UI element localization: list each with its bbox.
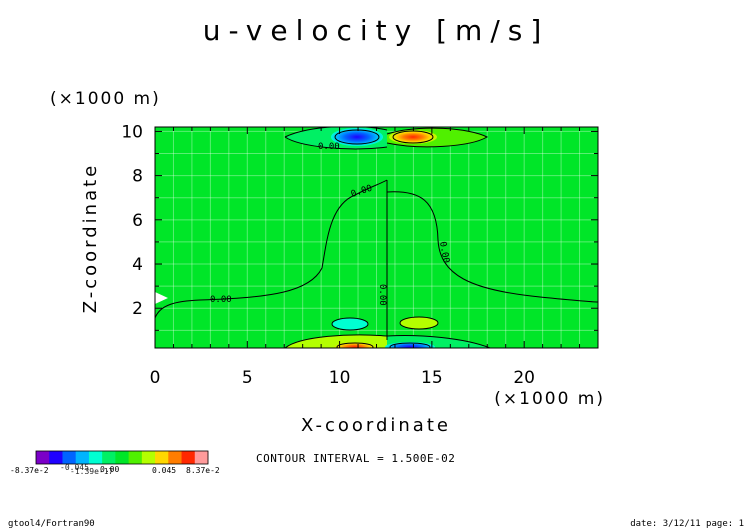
y-tick-label: 4 — [132, 255, 143, 275]
y-unit-label: (×1000 m) — [50, 89, 161, 109]
colorbar-labels: -8.37e-2 -0.045 -1.39e-17 0.00 0.045 8.3… — [10, 463, 220, 476]
colorbar-swatch — [62, 451, 77, 464]
colorbar-swatch — [128, 451, 143, 464]
footer-right: date: 3/12/11 page: 1 — [630, 519, 744, 529]
feature-top-negative — [331, 128, 383, 146]
x-tick-label: 10 — [329, 368, 351, 388]
colorbar-label: 0.045 — [152, 466, 176, 475]
feature-low-positive — [400, 317, 438, 329]
plot-background — [155, 127, 598, 348]
feature-top-positive — [389, 130, 437, 144]
x-axis-label: X-coordinate — [301, 415, 451, 436]
chart-title: u-velocity [m/s] — [203, 14, 550, 47]
colorbar-swatch — [75, 451, 90, 464]
colorbar-swatch — [36, 451, 50, 464]
colorbar-swatch — [102, 451, 116, 464]
footer-left: gtool4/Fortran90 — [8, 519, 95, 529]
x-tick-label: 15 — [421, 368, 443, 388]
x-tick-label: 20 — [513, 368, 535, 388]
colorbar-label: 0.00 — [100, 465, 119, 474]
x-tick-labels: 0 5 10 15 20 — [150, 368, 535, 388]
contour-interval: CONTOUR INTERVAL = 1.500E-02 — [256, 452, 455, 465]
colorbar-swatch — [168, 451, 182, 464]
colorbar-label: -8.37e-2 — [10, 466, 49, 475]
colorbar-label: -1.39e-17 — [70, 467, 114, 476]
colorbar-frame — [35, 450, 209, 465]
colorbar-swatch — [155, 451, 169, 464]
colorbar-label: 8.37e-2 — [186, 466, 220, 475]
colorbar-swatch — [181, 451, 196, 464]
y-axis-label: Z-coordinate — [80, 163, 101, 314]
colorbar-swatch — [49, 451, 63, 464]
colorbar-swatch — [88, 451, 103, 464]
y-tick-label: 6 — [132, 211, 143, 231]
y-tick-label: 8 — [132, 167, 143, 187]
x-tick-label: 0 — [150, 368, 161, 388]
y-tick-label: 2 — [132, 299, 143, 319]
white-gap — [155, 292, 168, 304]
feature-low-negative — [332, 318, 368, 330]
y-tick-labels: 2 4 6 8 10 — [121, 122, 143, 319]
contour-label: 0.00 — [210, 295, 232, 305]
contour-label: 0.00 — [318, 142, 340, 152]
x-tick-label: 5 — [242, 368, 253, 388]
y-tick-label: 10 — [121, 122, 143, 142]
colorbar-swatch — [141, 451, 156, 464]
contour-lines — [155, 127, 598, 348]
contour-label: 0.00 — [377, 284, 387, 306]
colorbar-label: -0.045 — [60, 463, 89, 472]
colorbar — [35, 450, 209, 465]
plot-area: 0.00 0.00 0.00 0.00 0.00 — [155, 127, 598, 348]
x-unit-label: (×1000 m) — [494, 389, 605, 409]
grid — [155, 127, 598, 348]
colorbar-swatch — [115, 451, 130, 464]
ticks — [154, 127, 599, 348]
contour-label: 0.00 — [437, 241, 451, 264]
colorbar-swatch — [194, 451, 209, 464]
